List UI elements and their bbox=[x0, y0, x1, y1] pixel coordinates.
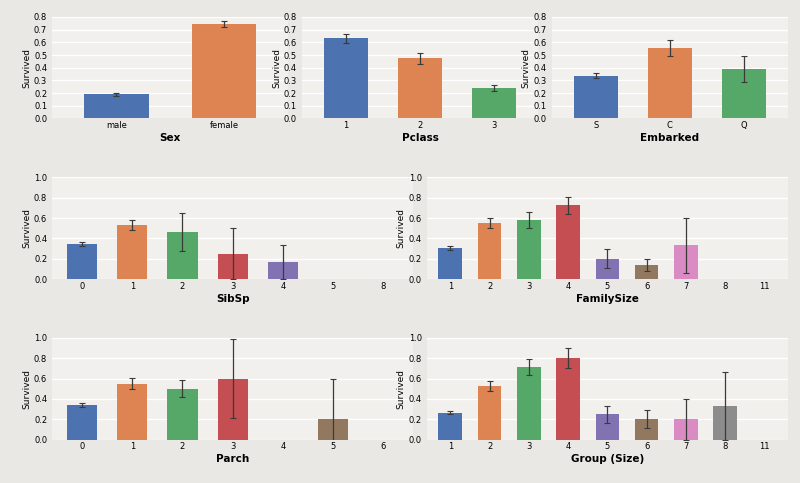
Bar bbox=[268, 262, 298, 279]
X-axis label: FamilySize: FamilySize bbox=[576, 294, 638, 304]
Bar bbox=[118, 384, 147, 440]
Bar bbox=[67, 405, 97, 440]
Bar bbox=[674, 419, 698, 440]
X-axis label: Parch: Parch bbox=[216, 454, 250, 464]
Y-axis label: Survived: Survived bbox=[22, 48, 31, 88]
X-axis label: SibSp: SibSp bbox=[216, 294, 250, 304]
Bar bbox=[648, 48, 692, 118]
Y-axis label: Survived: Survived bbox=[22, 208, 31, 248]
Bar bbox=[438, 248, 462, 279]
Bar bbox=[324, 39, 368, 118]
Y-axis label: Survived: Survived bbox=[397, 369, 406, 409]
Bar bbox=[722, 69, 766, 118]
Y-axis label: Survived: Survived bbox=[272, 48, 281, 88]
Bar bbox=[218, 254, 248, 279]
X-axis label: Pclass: Pclass bbox=[402, 133, 438, 143]
Bar bbox=[574, 76, 618, 118]
Bar bbox=[398, 58, 442, 118]
Bar bbox=[635, 265, 658, 279]
Bar bbox=[595, 259, 619, 279]
Bar bbox=[118, 225, 147, 279]
Bar bbox=[595, 414, 619, 440]
Bar bbox=[635, 419, 658, 440]
Bar bbox=[167, 232, 198, 279]
X-axis label: Embarked: Embarked bbox=[640, 133, 699, 143]
Bar bbox=[472, 88, 516, 118]
Bar bbox=[556, 205, 580, 279]
X-axis label: Sex: Sex bbox=[159, 133, 181, 143]
Bar bbox=[714, 406, 737, 440]
X-axis label: Group (Size): Group (Size) bbox=[570, 454, 644, 464]
Bar bbox=[438, 413, 462, 440]
Bar bbox=[84, 95, 149, 118]
Y-axis label: Survived: Survived bbox=[522, 48, 530, 88]
Bar bbox=[674, 245, 698, 279]
Bar bbox=[556, 358, 580, 440]
Bar bbox=[192, 24, 256, 118]
Bar bbox=[478, 386, 502, 440]
Bar bbox=[67, 244, 97, 279]
Bar bbox=[517, 367, 541, 440]
Bar bbox=[517, 220, 541, 279]
Y-axis label: Survived: Survived bbox=[397, 208, 406, 248]
Bar bbox=[218, 379, 248, 440]
Y-axis label: Survived: Survived bbox=[22, 369, 31, 409]
Bar bbox=[167, 389, 198, 440]
Bar bbox=[318, 419, 348, 440]
Bar bbox=[478, 223, 502, 279]
